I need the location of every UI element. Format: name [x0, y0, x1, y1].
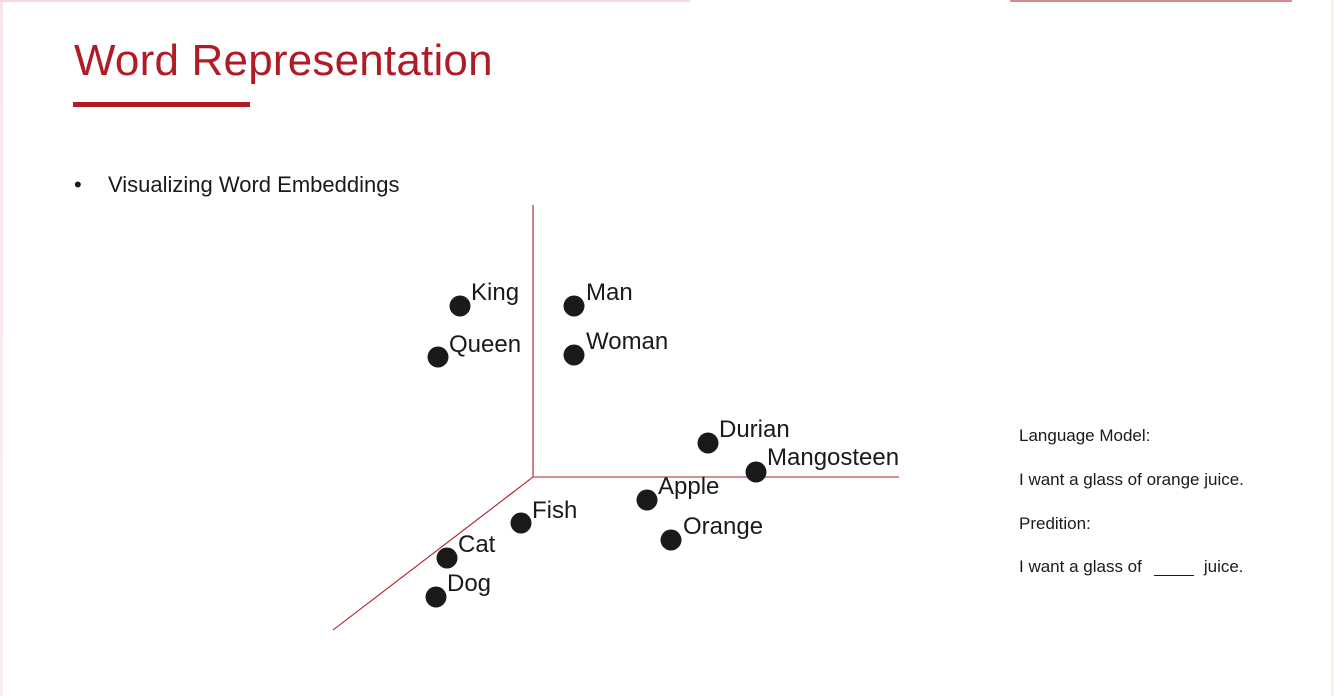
- bullet-text: Visualizing Word Embeddings: [108, 172, 400, 197]
- point-queen: [427, 346, 449, 368]
- language-model-example: I want a glass of orange juice.: [1019, 470, 1244, 489]
- point-apple: [636, 489, 658, 511]
- point-fish: [510, 512, 532, 534]
- point-king: [449, 295, 471, 317]
- axis-depth: [332, 476, 534, 631]
- prediction-sentence: I want a glass of juice.: [1019, 557, 1244, 577]
- point-durian: [697, 432, 719, 454]
- point-label-fish: Fish: [532, 497, 577, 524]
- point-dog: [425, 586, 447, 608]
- prediction-blank: [1153, 575, 1194, 576]
- bullet-item: • Visualizing Word Embeddings: [74, 172, 399, 198]
- language-model-heading: Language Model:: [1019, 426, 1151, 445]
- point-label-durian: Durian: [719, 416, 790, 443]
- point-label-dog: Dog: [447, 570, 491, 597]
- prediction-heading: Predition:: [1019, 514, 1091, 533]
- point-label-orange: Orange: [683, 513, 763, 540]
- point-man: [563, 295, 585, 317]
- prediction-before-blank: I want a glass of: [1019, 557, 1142, 576]
- point-label-apple: Apple: [658, 473, 719, 500]
- point-woman: [563, 344, 585, 366]
- prediction-after-blank: juice.: [1203, 557, 1244, 576]
- point-orange: [660, 529, 682, 551]
- point-label-cat: Cat: [458, 531, 496, 558]
- embedding-axes: [332, 205, 899, 631]
- point-label-king: King: [471, 279, 519, 306]
- point-label-man: Man: [586, 279, 633, 306]
- slide-right-edge: [1331, 0, 1334, 696]
- top-accent-line: [0, 0, 690, 2]
- point-mangosteen: [745, 461, 767, 483]
- point-cat: [436, 547, 458, 569]
- point-label-queen: Queen: [449, 331, 521, 358]
- slide-left-edge: [0, 0, 3, 696]
- point-label-woman: Woman: [586, 328, 668, 355]
- title-underline: [73, 102, 250, 107]
- slide-title: Word Representation: [74, 36, 493, 85]
- top-accent-line-right: [1010, 0, 1292, 2]
- bullet-marker: •: [74, 172, 82, 197]
- point-label-mangosteen: Mangosteen: [767, 444, 899, 471]
